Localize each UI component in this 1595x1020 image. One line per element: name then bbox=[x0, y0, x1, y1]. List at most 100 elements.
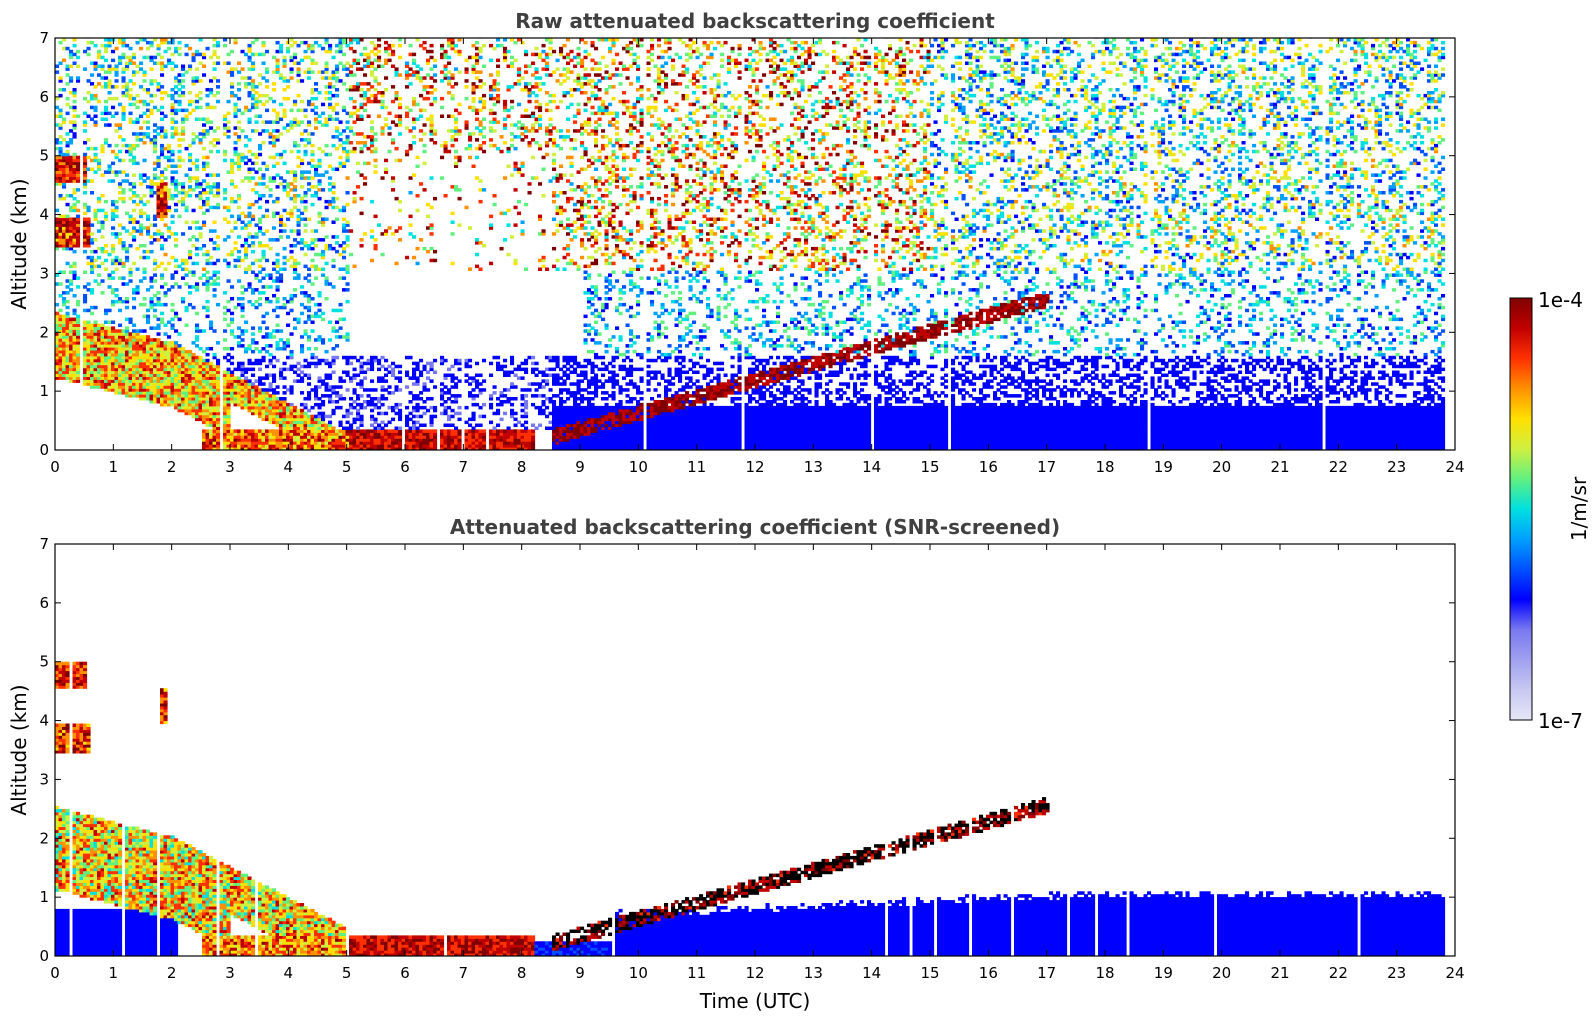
heatmap-cell bbox=[373, 99, 378, 104]
heatmap-cell bbox=[202, 367, 207, 372]
heatmap-cell bbox=[398, 414, 403, 419]
heatmap-cell bbox=[254, 341, 259, 345]
heatmap-cell bbox=[275, 420, 280, 425]
heatmap-cell bbox=[58, 61, 63, 65]
heatmap-cell bbox=[310, 91, 315, 95]
heatmap-cell bbox=[286, 435, 291, 439]
heatmap-cell bbox=[296, 229, 301, 233]
heatmap-cell bbox=[195, 176, 200, 180]
heatmap-cell bbox=[65, 238, 70, 242]
heatmap-cell bbox=[244, 394, 249, 398]
heatmap-cell bbox=[272, 129, 277, 133]
heatmap-cell bbox=[272, 164, 277, 168]
heatmap-cell bbox=[107, 143, 112, 148]
heatmap-cell bbox=[83, 232, 88, 236]
heatmap-cell bbox=[132, 82, 137, 86]
heatmap-cell bbox=[170, 120, 175, 124]
heatmap-cell bbox=[216, 376, 221, 380]
heatmap-cell bbox=[398, 132, 403, 136]
heatmap-cell bbox=[349, 411, 354, 416]
heatmap-cell bbox=[303, 329, 308, 333]
heatmap-cell bbox=[405, 444, 410, 448]
heatmap-cell bbox=[282, 447, 287, 450]
heatmap-cell bbox=[328, 364, 333, 369]
heatmap-cell bbox=[72, 273, 77, 277]
heatmap-cell bbox=[65, 143, 70, 148]
heatmap-cell bbox=[321, 402, 326, 407]
heatmap-cell bbox=[342, 105, 347, 110]
heatmap-cell bbox=[58, 241, 63, 245]
heatmap-cell bbox=[128, 55, 133, 60]
heatmap-cell bbox=[121, 55, 126, 60]
heatmap-cell bbox=[118, 123, 123, 127]
heatmap-cell bbox=[177, 382, 182, 386]
heatmap-cell bbox=[188, 302, 193, 307]
heatmap-cell bbox=[69, 173, 74, 177]
heatmap-cell bbox=[293, 326, 298, 330]
heatmap-cell bbox=[93, 61, 98, 65]
heatmap-cell bbox=[384, 411, 389, 416]
heatmap-cell bbox=[282, 208, 287, 213]
heatmap-cell bbox=[303, 205, 308, 210]
heatmap-cell bbox=[422, 246, 427, 251]
heatmap-cell bbox=[160, 217, 165, 221]
heatmap-cell bbox=[135, 379, 140, 383]
heatmap-cell bbox=[254, 432, 259, 436]
heatmap-cell bbox=[184, 355, 189, 360]
heatmap-cell bbox=[195, 288, 200, 292]
heatmap-cell bbox=[177, 138, 182, 142]
heatmap-cell bbox=[314, 417, 319, 422]
heatmap-cell bbox=[335, 126, 340, 130]
heatmap-cell bbox=[429, 447, 434, 450]
heatmap-cell bbox=[352, 132, 357, 136]
heatmap-cell bbox=[244, 370, 249, 374]
heatmap-cell bbox=[156, 299, 161, 304]
heatmap-cell bbox=[181, 405, 186, 410]
heatmap-cell bbox=[240, 402, 245, 407]
heatmap-cell bbox=[174, 120, 179, 124]
heatmap-cell bbox=[209, 382, 214, 386]
heatmap-cell bbox=[72, 276, 77, 280]
heatmap-cell bbox=[366, 114, 371, 118]
heatmap-cell bbox=[69, 158, 74, 163]
heatmap-cell bbox=[174, 202, 179, 207]
heatmap-cell bbox=[209, 432, 214, 436]
heatmap-cell bbox=[286, 338, 291, 342]
heatmap-cell bbox=[205, 423, 210, 427]
heatmap-cell bbox=[72, 161, 77, 166]
heatmap-cell bbox=[352, 420, 357, 425]
heatmap-cell bbox=[198, 141, 203, 145]
heatmap-cell bbox=[114, 341, 119, 345]
heatmap-cell bbox=[293, 267, 298, 271]
heatmap-cell bbox=[223, 435, 228, 439]
heatmap-cell bbox=[289, 349, 294, 354]
heatmap-cell bbox=[177, 102, 182, 107]
heatmap-cell bbox=[282, 438, 287, 442]
heatmap-cell bbox=[69, 176, 74, 180]
heatmap-cell bbox=[279, 46, 284, 51]
heatmap-cell bbox=[132, 352, 137, 357]
heatmap-cell bbox=[191, 99, 196, 104]
heatmap-cell bbox=[83, 220, 88, 224]
heatmap-cell bbox=[377, 411, 382, 416]
heatmap-cell bbox=[153, 273, 158, 277]
heatmap-cell bbox=[58, 323, 63, 327]
heatmap-cell bbox=[384, 444, 389, 448]
heatmap-cell bbox=[198, 385, 203, 389]
heatmap-cell bbox=[118, 299, 123, 304]
heatmap-cell bbox=[167, 367, 172, 372]
heatmap-cell bbox=[104, 214, 109, 219]
heatmap-cell bbox=[307, 43, 312, 48]
heatmap-cell bbox=[303, 264, 308, 269]
heatmap-cell bbox=[233, 376, 238, 380]
heatmap-cell bbox=[167, 196, 172, 201]
heatmap-cell bbox=[76, 358, 81, 363]
heatmap-cell bbox=[86, 326, 91, 330]
heatmap-cell bbox=[212, 105, 217, 110]
heatmap-cell bbox=[300, 444, 305, 448]
heatmap-cell bbox=[65, 194, 70, 198]
heatmap-cell bbox=[188, 270, 193, 274]
heatmap-cell bbox=[279, 426, 284, 430]
heatmap-cell bbox=[100, 111, 105, 116]
heatmap-cell bbox=[205, 376, 210, 380]
